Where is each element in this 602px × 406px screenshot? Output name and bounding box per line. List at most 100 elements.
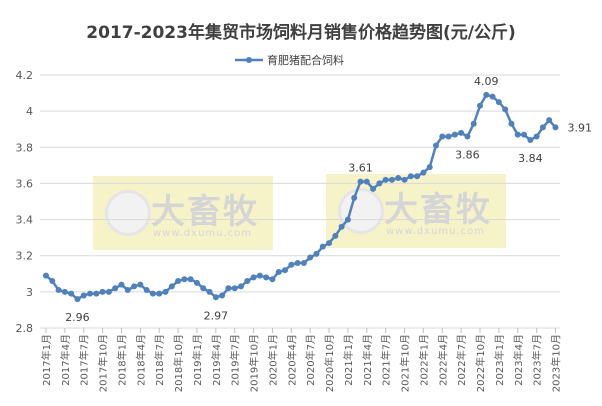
data-point: [74, 296, 81, 303]
data-point: [137, 281, 144, 288]
data-point: [282, 267, 289, 274]
data-point: [376, 180, 383, 187]
data-point: [168, 283, 175, 290]
x-tick-label: 2019年1月: [191, 334, 204, 386]
data-point: [414, 173, 421, 180]
data-point: [533, 133, 540, 140]
x-tick-label: 2022年10月: [474, 334, 487, 392]
data-point: [219, 292, 226, 299]
data-point: [131, 283, 138, 290]
data-label: 2.97: [204, 309, 229, 322]
data-point: [495, 99, 502, 106]
data-point: [445, 133, 452, 140]
data-label: 4.09: [474, 75, 499, 88]
chart-title: 2017-2023年集贸市场饲料月销售价格趋势图(元/公斤): [86, 23, 516, 43]
x-tick-label: 2020年1月: [266, 334, 279, 386]
data-point: [193, 279, 200, 286]
x-tick-label: 2019年10月: [248, 334, 261, 392]
data-point: [55, 287, 62, 294]
x-tick-label: 2021年7月: [380, 334, 393, 386]
x-tick-label: 2019年4月: [210, 334, 223, 386]
data-point: [263, 274, 270, 281]
data-point: [256, 272, 263, 279]
data-point: [426, 164, 433, 171]
x-tick-label: 2023年7月: [531, 334, 544, 386]
data-point: [458, 129, 465, 136]
data-point: [288, 261, 295, 268]
data-point: [363, 178, 370, 185]
data-point: [451, 131, 458, 138]
data-point: [112, 285, 119, 292]
data-point: [68, 290, 75, 297]
x-tick-label: 2023年10月: [549, 334, 562, 392]
data-point: [87, 290, 94, 297]
data-point: [395, 175, 402, 182]
data-point: [477, 102, 484, 109]
data-label: 3.86: [455, 148, 480, 161]
data-point: [99, 288, 106, 295]
data-point: [527, 137, 534, 144]
x-tick-label: 2023年4月: [512, 334, 525, 386]
data-point: [370, 185, 377, 192]
y-tick-label: 3.4: [16, 214, 34, 227]
x-tick-label: 2021年10月: [399, 334, 412, 392]
data-point: [326, 240, 333, 247]
data-point: [118, 281, 125, 288]
x-tick-label: 2020年10月: [323, 334, 336, 392]
watermark-logo: 大畜牧 www.dxumu.com: [93, 176, 273, 250]
y-tick-label: 3.8: [16, 141, 34, 154]
data-point: [237, 283, 244, 290]
data-point: [269, 276, 276, 283]
x-tick-label: 2022年7月: [455, 334, 468, 386]
data-point: [420, 169, 427, 176]
data-point: [105, 288, 112, 295]
data-point: [401, 176, 408, 183]
y-tick-label: 3.6: [16, 177, 34, 190]
x-tick-label: 2018年10月: [172, 334, 185, 392]
x-tick-label: 2020年7月: [304, 334, 317, 386]
data-point: [307, 254, 314, 261]
data-point: [502, 106, 509, 113]
x-tick-label: 2020年4月: [285, 334, 298, 386]
data-point: [49, 278, 56, 285]
data-label: 3.84: [518, 152, 543, 165]
data-point: [124, 287, 131, 294]
data-point: [489, 93, 496, 100]
y-tick-label: 4: [26, 105, 33, 118]
y-tick-label: 4.2: [16, 69, 34, 82]
x-tick-label: 2017年10月: [97, 334, 110, 392]
data-point: [61, 288, 68, 295]
x-tick-label: 2018年1月: [115, 334, 128, 386]
data-point: [357, 178, 364, 185]
data-point: [332, 232, 339, 239]
data-point: [508, 120, 515, 127]
x-tick-label: 2017年4月: [59, 334, 72, 386]
legend: 育肥猪配合饲料: [235, 52, 344, 68]
data-point: [313, 250, 320, 257]
data-point: [300, 259, 307, 266]
data-point: [464, 133, 471, 140]
x-tick-label: 2022年4月: [436, 334, 449, 386]
data-point: [244, 278, 251, 285]
watermark-logo: 大畜牧 www.dxumu.com: [326, 174, 506, 248]
data-point: [552, 124, 559, 131]
data-point: [181, 276, 188, 283]
data-point: [212, 294, 219, 301]
data-point: [143, 287, 150, 294]
y-tick-label: 3: [26, 286, 33, 299]
data-point: [225, 285, 232, 292]
data-point: [539, 124, 546, 131]
data-point: [149, 290, 156, 297]
x-tick-label: 2018年7月: [153, 334, 166, 386]
data-point: [407, 173, 414, 180]
data-point: [80, 292, 87, 299]
data-point: [439, 133, 446, 140]
data-point: [200, 285, 207, 292]
data-point: [294, 259, 301, 266]
series-line: [45, 93, 557, 301]
data-point: [546, 117, 553, 124]
data-point: [156, 290, 163, 297]
legend-label: 育肥猪配合饲料: [267, 54, 344, 67]
data-point: [432, 142, 439, 149]
